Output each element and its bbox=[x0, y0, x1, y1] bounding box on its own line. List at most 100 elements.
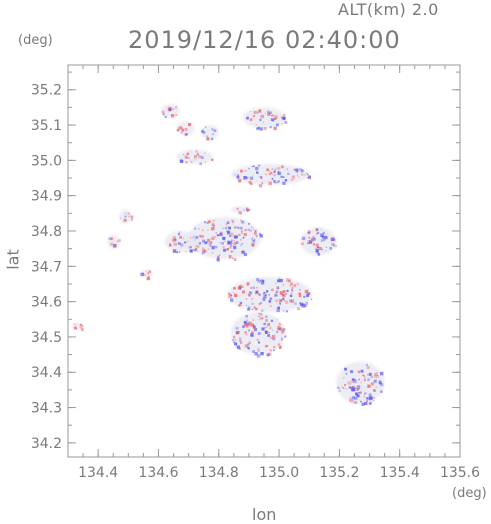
echo-speckle bbox=[246, 282, 250, 285]
echo-region bbox=[119, 209, 134, 224]
echo-speckle bbox=[178, 125, 183, 130]
echo-speckle bbox=[342, 387, 345, 389]
x-tick-label: 134.6 bbox=[138, 465, 178, 481]
echo-speckle bbox=[195, 235, 199, 239]
echo-speckle bbox=[280, 165, 284, 169]
echo-speckle bbox=[245, 207, 249, 211]
echo-speckle bbox=[274, 295, 276, 297]
echo-speckle bbox=[245, 333, 248, 336]
echo-speckle bbox=[380, 383, 384, 387]
echo-speckle bbox=[174, 106, 178, 109]
echo-region bbox=[230, 312, 287, 358]
echo-speckle bbox=[185, 251, 187, 253]
echo-speckle bbox=[250, 182, 253, 185]
y-tick-label: 34.5 bbox=[31, 330, 62, 346]
echo-speckle bbox=[272, 349, 275, 352]
echo-speckle bbox=[172, 108, 174, 111]
echo-speckle bbox=[269, 171, 273, 175]
echo-speckle bbox=[277, 180, 280, 183]
echo-speckle bbox=[311, 236, 316, 240]
echo-speckle bbox=[306, 295, 308, 298]
echo-speckle bbox=[169, 243, 172, 246]
echo-speckle bbox=[222, 246, 225, 249]
echo-speckle bbox=[366, 397, 369, 400]
echo-speckle bbox=[197, 154, 202, 159]
echo-speckle bbox=[230, 250, 233, 253]
echo-speckle bbox=[256, 171, 258, 173]
echo-speckle bbox=[306, 294, 310, 297]
echo-speckle bbox=[242, 250, 246, 254]
echo-speckle bbox=[243, 209, 245, 211]
x-tick-label: 135.2 bbox=[319, 465, 359, 481]
echo-speckle bbox=[229, 246, 232, 249]
echo-speckle bbox=[239, 301, 242, 305]
echo-region bbox=[227, 276, 313, 313]
echo-speckle bbox=[249, 110, 251, 112]
echo-speckle bbox=[184, 128, 188, 131]
echo-speckle bbox=[239, 337, 242, 340]
echo-speckle bbox=[315, 249, 319, 253]
echo-speckle bbox=[265, 319, 268, 322]
echo-speckle bbox=[161, 110, 165, 114]
echo-speckle bbox=[335, 245, 338, 248]
echo-region bbox=[176, 149, 214, 166]
echo-speckle bbox=[269, 326, 272, 330]
echo-speckle bbox=[354, 387, 357, 389]
echo-speckle bbox=[238, 178, 242, 183]
echo-speckle bbox=[201, 130, 204, 133]
echo-speckle bbox=[251, 331, 254, 335]
echo-speckle bbox=[266, 326, 268, 328]
echo-speckle bbox=[284, 179, 288, 182]
echo-speckle bbox=[258, 341, 261, 344]
echo-speckle bbox=[349, 397, 352, 400]
echo-speckle bbox=[253, 115, 256, 118]
echo-speckle bbox=[285, 300, 289, 304]
echo-speckle bbox=[236, 345, 240, 349]
echo-speckle bbox=[247, 323, 251, 327]
echo-speckle bbox=[356, 385, 361, 389]
echo-speckle bbox=[306, 176, 309, 179]
echo-speckle bbox=[308, 176, 312, 180]
echo-region bbox=[71, 322, 84, 331]
echo-speckle bbox=[225, 223, 228, 226]
echo-speckle bbox=[234, 226, 236, 228]
echo-speckle bbox=[238, 179, 241, 183]
echo-speckle bbox=[183, 153, 185, 156]
echo-speckle bbox=[190, 246, 192, 248]
echo-speckle bbox=[255, 307, 258, 311]
echo-region bbox=[200, 125, 219, 141]
echo-speckle bbox=[315, 243, 319, 247]
echo-speckle bbox=[323, 238, 326, 241]
echo-speckle bbox=[294, 302, 297, 305]
echo-speckle bbox=[130, 218, 134, 221]
echo-speckle bbox=[236, 207, 239, 210]
echo-speckle bbox=[116, 240, 119, 243]
echo-speckle bbox=[337, 386, 340, 389]
echo-speckle bbox=[197, 228, 200, 230]
echo-speckle bbox=[286, 278, 290, 282]
echo-speckle bbox=[256, 338, 259, 341]
echo-speckle bbox=[267, 112, 271, 116]
echo-speckle bbox=[228, 226, 231, 230]
echo-speckle bbox=[291, 287, 294, 289]
echo-speckle bbox=[233, 235, 238, 239]
echo-speckle bbox=[244, 344, 248, 348]
echo-speckle bbox=[231, 219, 234, 222]
echo-speckle bbox=[241, 220, 245, 224]
echo-speckle bbox=[239, 226, 243, 230]
echo-speckle bbox=[373, 400, 375, 402]
echo-speckle bbox=[363, 375, 366, 377]
echo-speckle bbox=[180, 243, 184, 247]
echo-speckle bbox=[239, 238, 242, 241]
echo-speckle bbox=[214, 236, 217, 238]
echo-speckle bbox=[320, 233, 324, 237]
echo-speckle bbox=[180, 131, 183, 134]
echo-speckle bbox=[248, 291, 252, 294]
echo-speckle bbox=[236, 235, 239, 238]
echo-speckle bbox=[269, 336, 273, 340]
echo-speckle bbox=[259, 279, 262, 282]
echo-speckle bbox=[113, 244, 117, 248]
echo-speckle bbox=[356, 388, 359, 391]
echo-speckle bbox=[271, 329, 273, 331]
echo-speckle bbox=[322, 231, 325, 235]
